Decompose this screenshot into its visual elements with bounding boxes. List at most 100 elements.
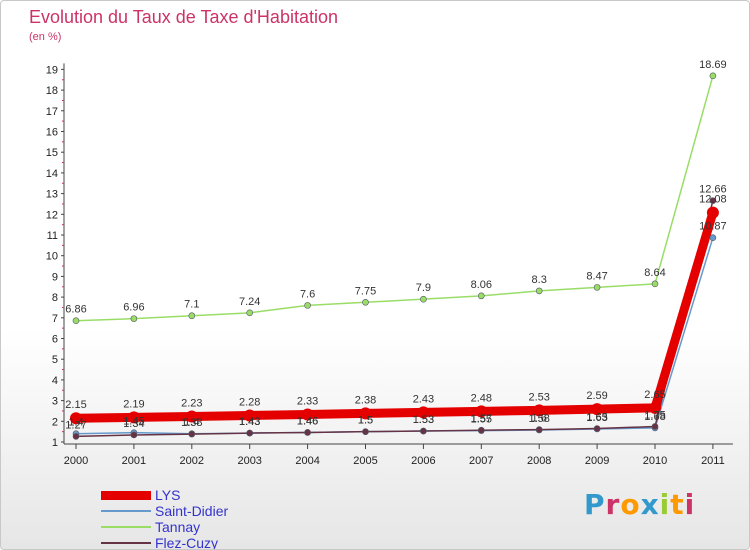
data-point [188,430,196,438]
legend-swatch [101,542,151,544]
data-label: 2.48 [471,392,492,404]
legend-label: Tannay [155,519,201,535]
chart-subtitle: (en %) [29,31,62,43]
data-point [246,429,253,437]
logo-letter: t [670,488,685,521]
chart-title: Evolution du Taux de Taxe d'Habitation [29,7,338,27]
data-point [304,302,311,309]
logo-letter: o [620,488,641,521]
data-point [420,427,427,435]
x-tick-label: 2002 [180,455,204,467]
data-point [304,429,311,436]
legend-label: LYS [155,487,181,503]
x-tick-label: 2005 [353,455,377,467]
data-point [591,403,604,416]
data-label: 2.65 [644,389,665,401]
data-point [362,298,369,306]
logo-letter: P [584,488,606,521]
series-lines [71,75,718,438]
data-point [185,410,198,423]
data-label: 2.59 [586,390,607,402]
data-point [535,287,543,295]
data-point [477,426,485,434]
data-label: 8.3 [532,274,547,286]
legend-swatch [101,526,151,528]
y-tick-label: 9 [52,271,58,283]
data-point [651,423,659,430]
y-tick-label: 7 [52,313,58,325]
series-line [75,75,714,322]
data-point [188,312,196,320]
y-tick-label: 12 [46,209,58,221]
data-label: 2.43 [413,393,434,405]
data-label: 7.75 [355,285,376,297]
data-label: 2.38 [355,394,376,406]
data-label: 1.63 [586,412,607,424]
data-point [362,428,369,435]
y-tick-label: 15 [46,147,58,159]
data-point [533,404,546,417]
data-point [246,309,253,317]
data-point [130,431,138,439]
data-label: 2.15 [65,399,86,411]
data-label: 7.24 [239,296,260,308]
data-label: 1.6 [532,413,547,425]
x-tick-label: 2007 [469,455,493,467]
y-tick-label: 3 [52,396,58,408]
data-point [72,433,80,440]
data-label: 1.4 [184,417,199,429]
data-label: 1.43 [239,416,260,428]
proxiti-logo: Proxiti [584,488,695,521]
data-point [243,409,256,422]
data-point [709,72,717,80]
x-tick-label: 2010 [643,455,667,467]
x-tick-label: 2006 [411,455,435,467]
data-point [593,425,601,432]
data-label: 1.58 [528,413,549,425]
data-label: 1.53 [413,414,434,426]
data-label: 1.5 [358,415,373,427]
data-point [475,405,488,418]
data-label: 1.68 [644,411,665,423]
x-tick-label: 2003 [237,455,261,467]
data-label: 1.5 [358,415,373,427]
data-label: 2.33 [297,395,318,407]
data-label: 1.75 [644,409,665,421]
legend-item: LYS [101,487,228,503]
data-label: 2.19 [123,398,144,410]
x-tick-label: 2001 [122,455,146,467]
y-tick-label: 16 [46,127,58,139]
y-tick-label: 14 [46,168,58,180]
data-point [535,426,543,433]
logo-letter: i [684,488,696,521]
data-label: 1.55 [471,414,492,426]
data-point [417,406,430,419]
y-tick-label: 11 [47,230,58,242]
data-label: 1.57 [471,413,492,425]
data-label: 1.45 [123,416,144,428]
data-label: 1.65 [586,412,607,424]
data-label: 1.53 [413,414,434,426]
data-label: 8.47 [586,270,607,282]
series-line [75,199,714,438]
data-label: 6.86 [65,304,86,316]
logo-letter: r [605,488,621,521]
data-label: 1.43 [239,416,260,428]
legend-label: Flez-Cuzy [155,535,219,550]
data-label: 1.38 [181,417,202,429]
data-point [420,295,427,303]
data-point [359,407,372,420]
legend-item: Tannay [101,519,228,535]
data-label: 8.06 [471,279,492,291]
data-point [709,234,717,241]
y-tick-label: 5 [52,354,58,366]
legend-label: Saint-Didier [155,503,229,519]
y-tick-label: 2 [52,416,58,428]
data-label: 12.08 [699,194,727,206]
x-tick-label: 2008 [527,455,551,467]
data-label: 1.4 [68,417,83,429]
data-point [477,292,485,300]
series-line [71,208,718,423]
